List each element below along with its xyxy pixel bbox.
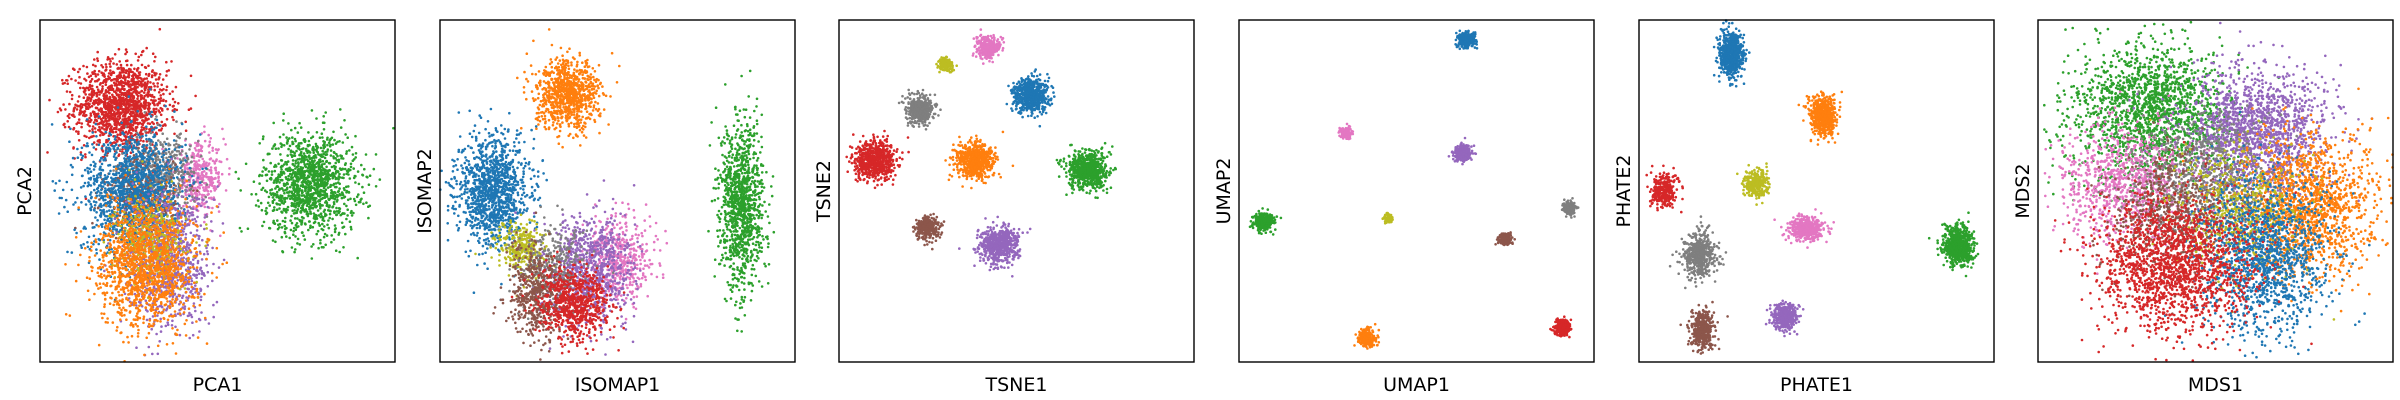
umap-y-axis-label: UMAP2 [1213,158,1235,225]
cluster-red [1645,165,1684,214]
cluster-gray [898,89,942,131]
isomap-points [439,28,775,361]
pca-x-axis-label: PCA1 [193,374,243,396]
cluster-pink [1773,208,1835,249]
cluster-red [845,130,910,189]
mds-panel: MDS1 MDS2 [2012,20,2394,396]
cluster-green [1249,207,1283,236]
cluster-gray [1669,215,1727,289]
cluster-purple [1448,137,1478,166]
umap-panel: UMAP1 UMAP2 [1213,20,1594,396]
cluster-green [707,70,775,333]
cluster-brown [1494,231,1516,246]
umap-x-axis-label: UMAP1 [1383,374,1450,396]
phate-points [1645,19,1979,355]
cluster-olive [1736,162,1771,206]
cluster-blue [1713,19,1751,87]
cluster-orange [1798,90,1844,145]
cluster-pink [972,28,1006,65]
tsne-x-axis-label: TSNE1 [985,374,1048,396]
pca-panel: PCA1 PCA2 [14,20,395,396]
cluster-brown [1679,301,1729,355]
isomap-x-axis-label: ISOMAP1 [575,374,661,396]
cluster-orange [1353,323,1380,350]
isomap-y-axis-label: ISOMAP2 [414,148,436,234]
phate-y-axis-label: PHATE2 [1613,155,1635,228]
isomap-panel: ISOMAP1 ISOMAP2 [414,20,795,396]
cluster-red [1549,315,1572,338]
cluster-blue [1454,30,1478,51]
tsne-y-axis-label: TSNE2 [813,160,835,223]
tsne-points [845,28,1117,277]
cluster-green [235,108,395,260]
umap-plot-frame [1239,20,1594,362]
mds-y-axis-label: MDS2 [2012,163,2034,218]
phate-panel: PHATE1 PHATE2 [1613,19,1994,396]
tsne-panel: TSNE1 TSNE2 [813,20,1194,396]
cluster-green [1056,142,1117,199]
umap-points [1249,30,1580,350]
cluster-olive [935,56,958,74]
cluster-olive [1381,212,1394,225]
cluster-pink [1337,123,1354,141]
tsne-plot-frame [839,20,1194,362]
mds-x-axis-label: MDS1 [2188,374,2243,396]
cluster-gray [1561,197,1580,219]
pca-y-axis-label: PCA2 [14,166,36,216]
cluster-blue [1006,68,1056,127]
cluster-brown [912,213,946,251]
cluster-purple [1765,300,1805,338]
phate-x-axis-label: PHATE1 [1780,374,1853,396]
cluster-green [1928,211,1979,277]
cluster-purple [958,216,1032,278]
pca-points [46,28,395,363]
mds-points [2043,21,2394,362]
cluster-orange [944,131,1014,190]
pca-plot-frame [40,20,395,362]
